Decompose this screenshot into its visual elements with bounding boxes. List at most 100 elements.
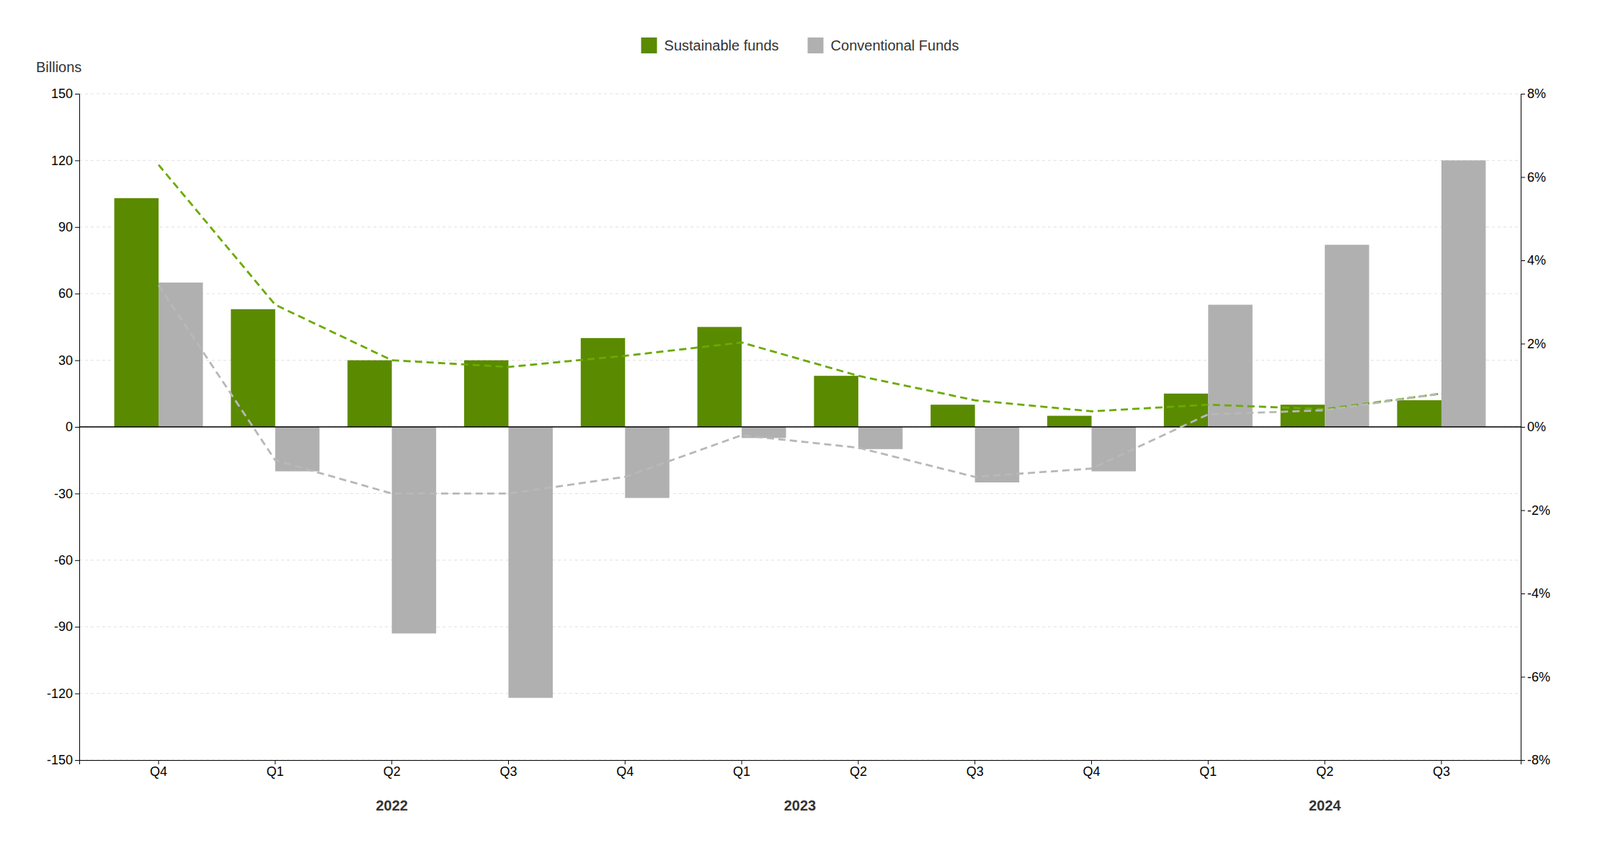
grid-line [79, 93, 1521, 95]
tick-mark [1520, 260, 1526, 261]
tick-label: -8% [1527, 752, 1551, 767]
tick: Q1 [732, 759, 751, 779]
bar [114, 198, 159, 427]
tick-label: -150 [46, 752, 73, 767]
tick: 60 [58, 286, 80, 301]
tick-mark [74, 560, 80, 561]
tick-mark [1520, 177, 1526, 179]
tick: 2% [1520, 336, 1546, 351]
axis-domain [74, 94, 80, 761]
tick-label: Q1 [266, 763, 284, 779]
tick-label: -60 [54, 552, 73, 568]
bar [1047, 415, 1092, 427]
grid-line [79, 293, 1521, 295]
bar [975, 426, 1020, 483]
tick-mark [74, 360, 80, 362]
tick-label: -6% [1527, 669, 1551, 684]
tick-label: -2% [1527, 503, 1551, 518]
bar-series [158, 160, 1486, 697]
grid-line [79, 160, 1521, 161]
tick: Q2 [383, 759, 401, 779]
annotation: 2022 [375, 797, 408, 813]
tick-label: Q1 [732, 763, 751, 779]
tick-label: Q2 [849, 763, 868, 779]
bar [580, 338, 625, 427]
axis-domain [80, 760, 1522, 765]
y2-axis: -8% -6% -4% -2% 0% 2% 4% 6% 8% [1520, 86, 1551, 767]
grid-line [79, 226, 1521, 228]
chart: -150-120-90-60-300306090120150-8%-6%-4%-… [0, 0, 1600, 861]
bar [858, 426, 903, 450]
axis-label: Billions [36, 59, 82, 75]
tick-mark [1520, 343, 1526, 345]
tick-label: Q3 [1432, 763, 1451, 779]
tick-mark [1520, 510, 1526, 511]
tick-label: -30 [54, 486, 73, 501]
bar [230, 309, 275, 427]
tick-label: Q3 [966, 763, 984, 779]
bar [1396, 400, 1441, 427]
baseline [79, 425, 1521, 428]
tick: Q3 [499, 759, 517, 779]
bar [508, 426, 553, 698]
tick-label: -90 [54, 619, 73, 634]
bar [275, 426, 320, 472]
tick-label: 8% [1527, 86, 1546, 101]
tick: Q1 [266, 759, 284, 779]
tick-mark [1520, 676, 1526, 678]
tick-mark [74, 160, 80, 161]
tick-label: Q2 [1316, 763, 1334, 779]
marks [79, 160, 1521, 697]
tick: -90 [54, 619, 80, 634]
tick-label: 4% [1527, 252, 1546, 268]
legend-label: Conventional Funds [830, 37, 960, 54]
tick-mark [74, 693, 80, 695]
tick-mark [1520, 93, 1526, 95]
tick-mark [74, 227, 80, 228]
x-axis: Q4Q1Q2Q3Q4Q1Q2Q3Q4Q1Q2Q3 [80, 759, 1522, 779]
legend-swatch [641, 37, 658, 54]
tick-label: -120 [46, 686, 73, 701]
tick-label: 0% [1527, 419, 1546, 434]
grid-line [79, 626, 1521, 628]
annotation: 2023 [784, 797, 817, 813]
legend-item: Sustainable funds [641, 37, 780, 54]
tick: 8% [1520, 86, 1546, 101]
tick-mark [74, 426, 80, 428]
tick: 120 [51, 153, 80, 168]
tick: 150 [51, 86, 80, 101]
tick: -4% [1520, 585, 1551, 601]
tick-label: -4% [1527, 585, 1551, 601]
tick: Q4 [616, 759, 634, 779]
tick: -60 [54, 552, 80, 568]
axis-domain [1521, 94, 1526, 761]
tick: Q4 [149, 759, 168, 779]
tick: -6% [1520, 669, 1551, 684]
tick-mark [74, 626, 80, 628]
tick: 0 [65, 419, 80, 434]
tick: -2% [1520, 503, 1551, 518]
grid-line [79, 426, 1521, 428]
annotation: 2024 [1308, 797, 1342, 813]
tick: 0% [1520, 419, 1546, 434]
tick-label: 0 [65, 419, 73, 434]
tick-label: Q2 [383, 763, 401, 779]
tick: Q2 [1316, 759, 1334, 779]
tick-mark [74, 759, 80, 761]
bar [158, 282, 203, 427]
tick-label: 90 [58, 219, 73, 235]
line [158, 285, 1442, 494]
tick-label: 2% [1527, 336, 1546, 351]
legend: Sustainable funds Conventional Funds [641, 37, 960, 54]
tick: -8% [1520, 752, 1551, 767]
tick-label: 6% [1527, 170, 1546, 185]
bar [464, 360, 509, 427]
tick: -150 [46, 752, 80, 767]
tick-mark [74, 492, 80, 494]
line [158, 165, 1442, 412]
bar [697, 326, 742, 427]
tick: 30 [58, 353, 80, 368]
legend-swatch [807, 37, 824, 54]
tick-label: Q4 [1083, 763, 1101, 779]
tick-label: 120 [51, 153, 73, 168]
